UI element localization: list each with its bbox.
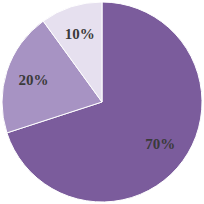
svg-text:70%: 70% [145,136,175,152]
svg-text:20%: 20% [19,72,49,88]
svg-text:10%: 10% [65,26,95,42]
